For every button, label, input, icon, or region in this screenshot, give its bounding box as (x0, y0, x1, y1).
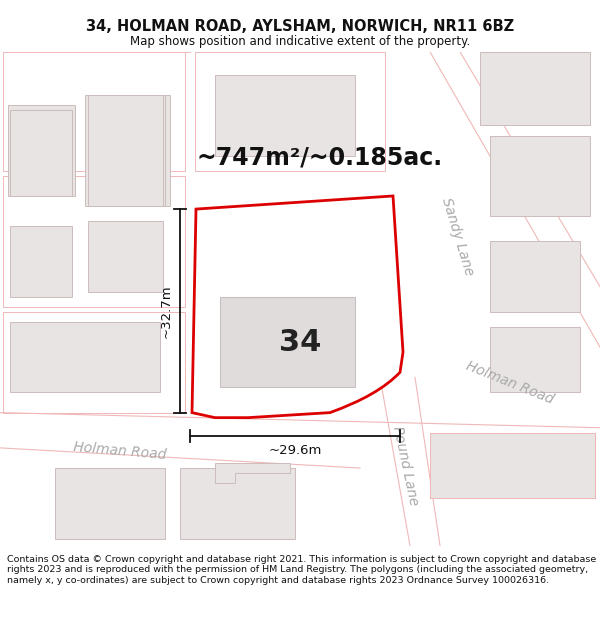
Polygon shape (480, 52, 590, 126)
Polygon shape (8, 105, 75, 196)
Text: Map shows position and indicative extent of the property.: Map shows position and indicative extent… (130, 35, 470, 48)
Text: 34: 34 (279, 328, 321, 357)
Polygon shape (55, 468, 165, 539)
Polygon shape (180, 468, 295, 539)
Polygon shape (90, 95, 170, 206)
Text: Sandy Lane: Sandy Lane (439, 196, 476, 277)
Polygon shape (490, 241, 580, 312)
Polygon shape (85, 95, 165, 206)
Text: Holman Road: Holman Road (73, 440, 167, 462)
Text: ~29.6m: ~29.6m (268, 444, 322, 458)
Polygon shape (215, 463, 290, 483)
Text: 34, HOLMAN ROAD, AYLSHAM, NORWICH, NR11 6BZ: 34, HOLMAN ROAD, AYLSHAM, NORWICH, NR11 … (86, 19, 514, 34)
Polygon shape (430, 432, 595, 498)
Polygon shape (88, 95, 163, 206)
Polygon shape (10, 111, 72, 196)
PathPatch shape (192, 196, 403, 418)
Polygon shape (10, 226, 72, 297)
Text: ~32.7m: ~32.7m (160, 284, 173, 338)
Polygon shape (490, 136, 590, 216)
Polygon shape (215, 75, 355, 156)
Polygon shape (220, 297, 355, 388)
Polygon shape (88, 221, 163, 292)
Polygon shape (490, 327, 580, 392)
Text: Pound Lane: Pound Lane (390, 425, 420, 507)
Polygon shape (10, 322, 160, 392)
Text: Holman Road: Holman Road (464, 358, 556, 406)
Text: Contains OS data © Crown copyright and database right 2021. This information is : Contains OS data © Crown copyright and d… (7, 555, 596, 585)
Text: ~747m²/~0.185ac.: ~747m²/~0.185ac. (197, 146, 443, 169)
